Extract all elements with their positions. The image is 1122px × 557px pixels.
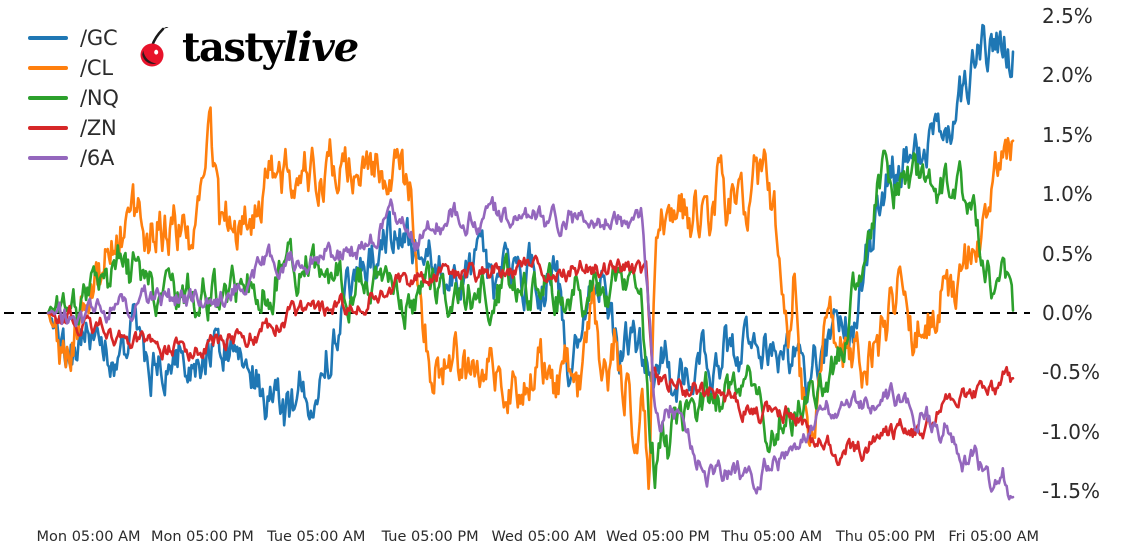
x-axis-tick: Fri 05:00 AM xyxy=(948,529,1040,545)
series-line-gc xyxy=(46,23,1015,427)
legend-item-gc[interactable]: /GC xyxy=(28,23,148,53)
legend-swatch-6a xyxy=(28,156,68,160)
x-axis-tick: Wed 05:00 AM xyxy=(491,529,597,545)
legend-label-nq: /NQ xyxy=(80,85,119,110)
legend-item-nq[interactable]: /NQ xyxy=(28,83,148,113)
y-axis-tick: 2.0% xyxy=(1042,63,1093,88)
legend-item-zn[interactable]: /ZN xyxy=(28,113,148,143)
x-axis-tick: Thu 05:00 PM xyxy=(835,529,936,545)
y-axis-tick: -0.5% xyxy=(1042,360,1101,385)
legend-label-cl: /CL xyxy=(80,55,113,80)
legend-swatch-zn xyxy=(28,126,68,130)
series-lines xyxy=(46,23,1015,501)
x-axis-tick: Mon 05:00 PM xyxy=(150,529,254,545)
x-axis-tick: Tue 05:00 PM xyxy=(381,529,479,545)
legend-item-cl[interactable]: /CL xyxy=(28,53,148,83)
legend-label-6a: /6A xyxy=(80,145,115,170)
y-axis-tick: 2.5% xyxy=(1042,4,1093,28)
legend-item-6a[interactable]: /6A xyxy=(28,143,148,173)
x-axis-tick: Wed 05:00 PM xyxy=(605,529,710,545)
x-axis-tick: Mon 05:00 AM xyxy=(36,529,141,545)
series-line-zn xyxy=(46,254,1015,467)
x-axis-tick: Thu 05:00 AM xyxy=(721,529,823,545)
y-axis-tick: 1.5% xyxy=(1042,122,1093,147)
y-axis-tick: -1.5% xyxy=(1042,479,1101,504)
y-axis-tick: 0.0% xyxy=(1042,301,1093,325)
series-line-6a xyxy=(46,195,1015,501)
logo-word-live: live xyxy=(283,24,359,71)
legend-swatch-cl xyxy=(28,66,68,70)
y-axis-tick: -1.0% xyxy=(1042,419,1101,444)
series-line-cl xyxy=(46,106,1015,491)
legend-swatch-nq xyxy=(28,96,68,100)
series-line-nq xyxy=(46,149,1015,490)
legend-swatch-gc xyxy=(28,36,68,40)
legend-label-zn: /ZN xyxy=(80,115,117,140)
y-axis-tick: 0.5% xyxy=(1042,241,1093,266)
legend-label-gc: /GC xyxy=(80,25,118,50)
legend: /GC /CL /NQ /ZN /6A xyxy=(28,23,148,173)
logo-word-tasty: tasty xyxy=(182,24,285,71)
x-axis-tick: Tue 05:00 AM xyxy=(267,529,366,545)
y-axis-tick: 1.0% xyxy=(1042,182,1093,207)
logo-wordmark: tastylive xyxy=(182,28,359,68)
tastylive-logo: tastylive xyxy=(138,22,359,72)
cherry-icon xyxy=(140,27,169,67)
